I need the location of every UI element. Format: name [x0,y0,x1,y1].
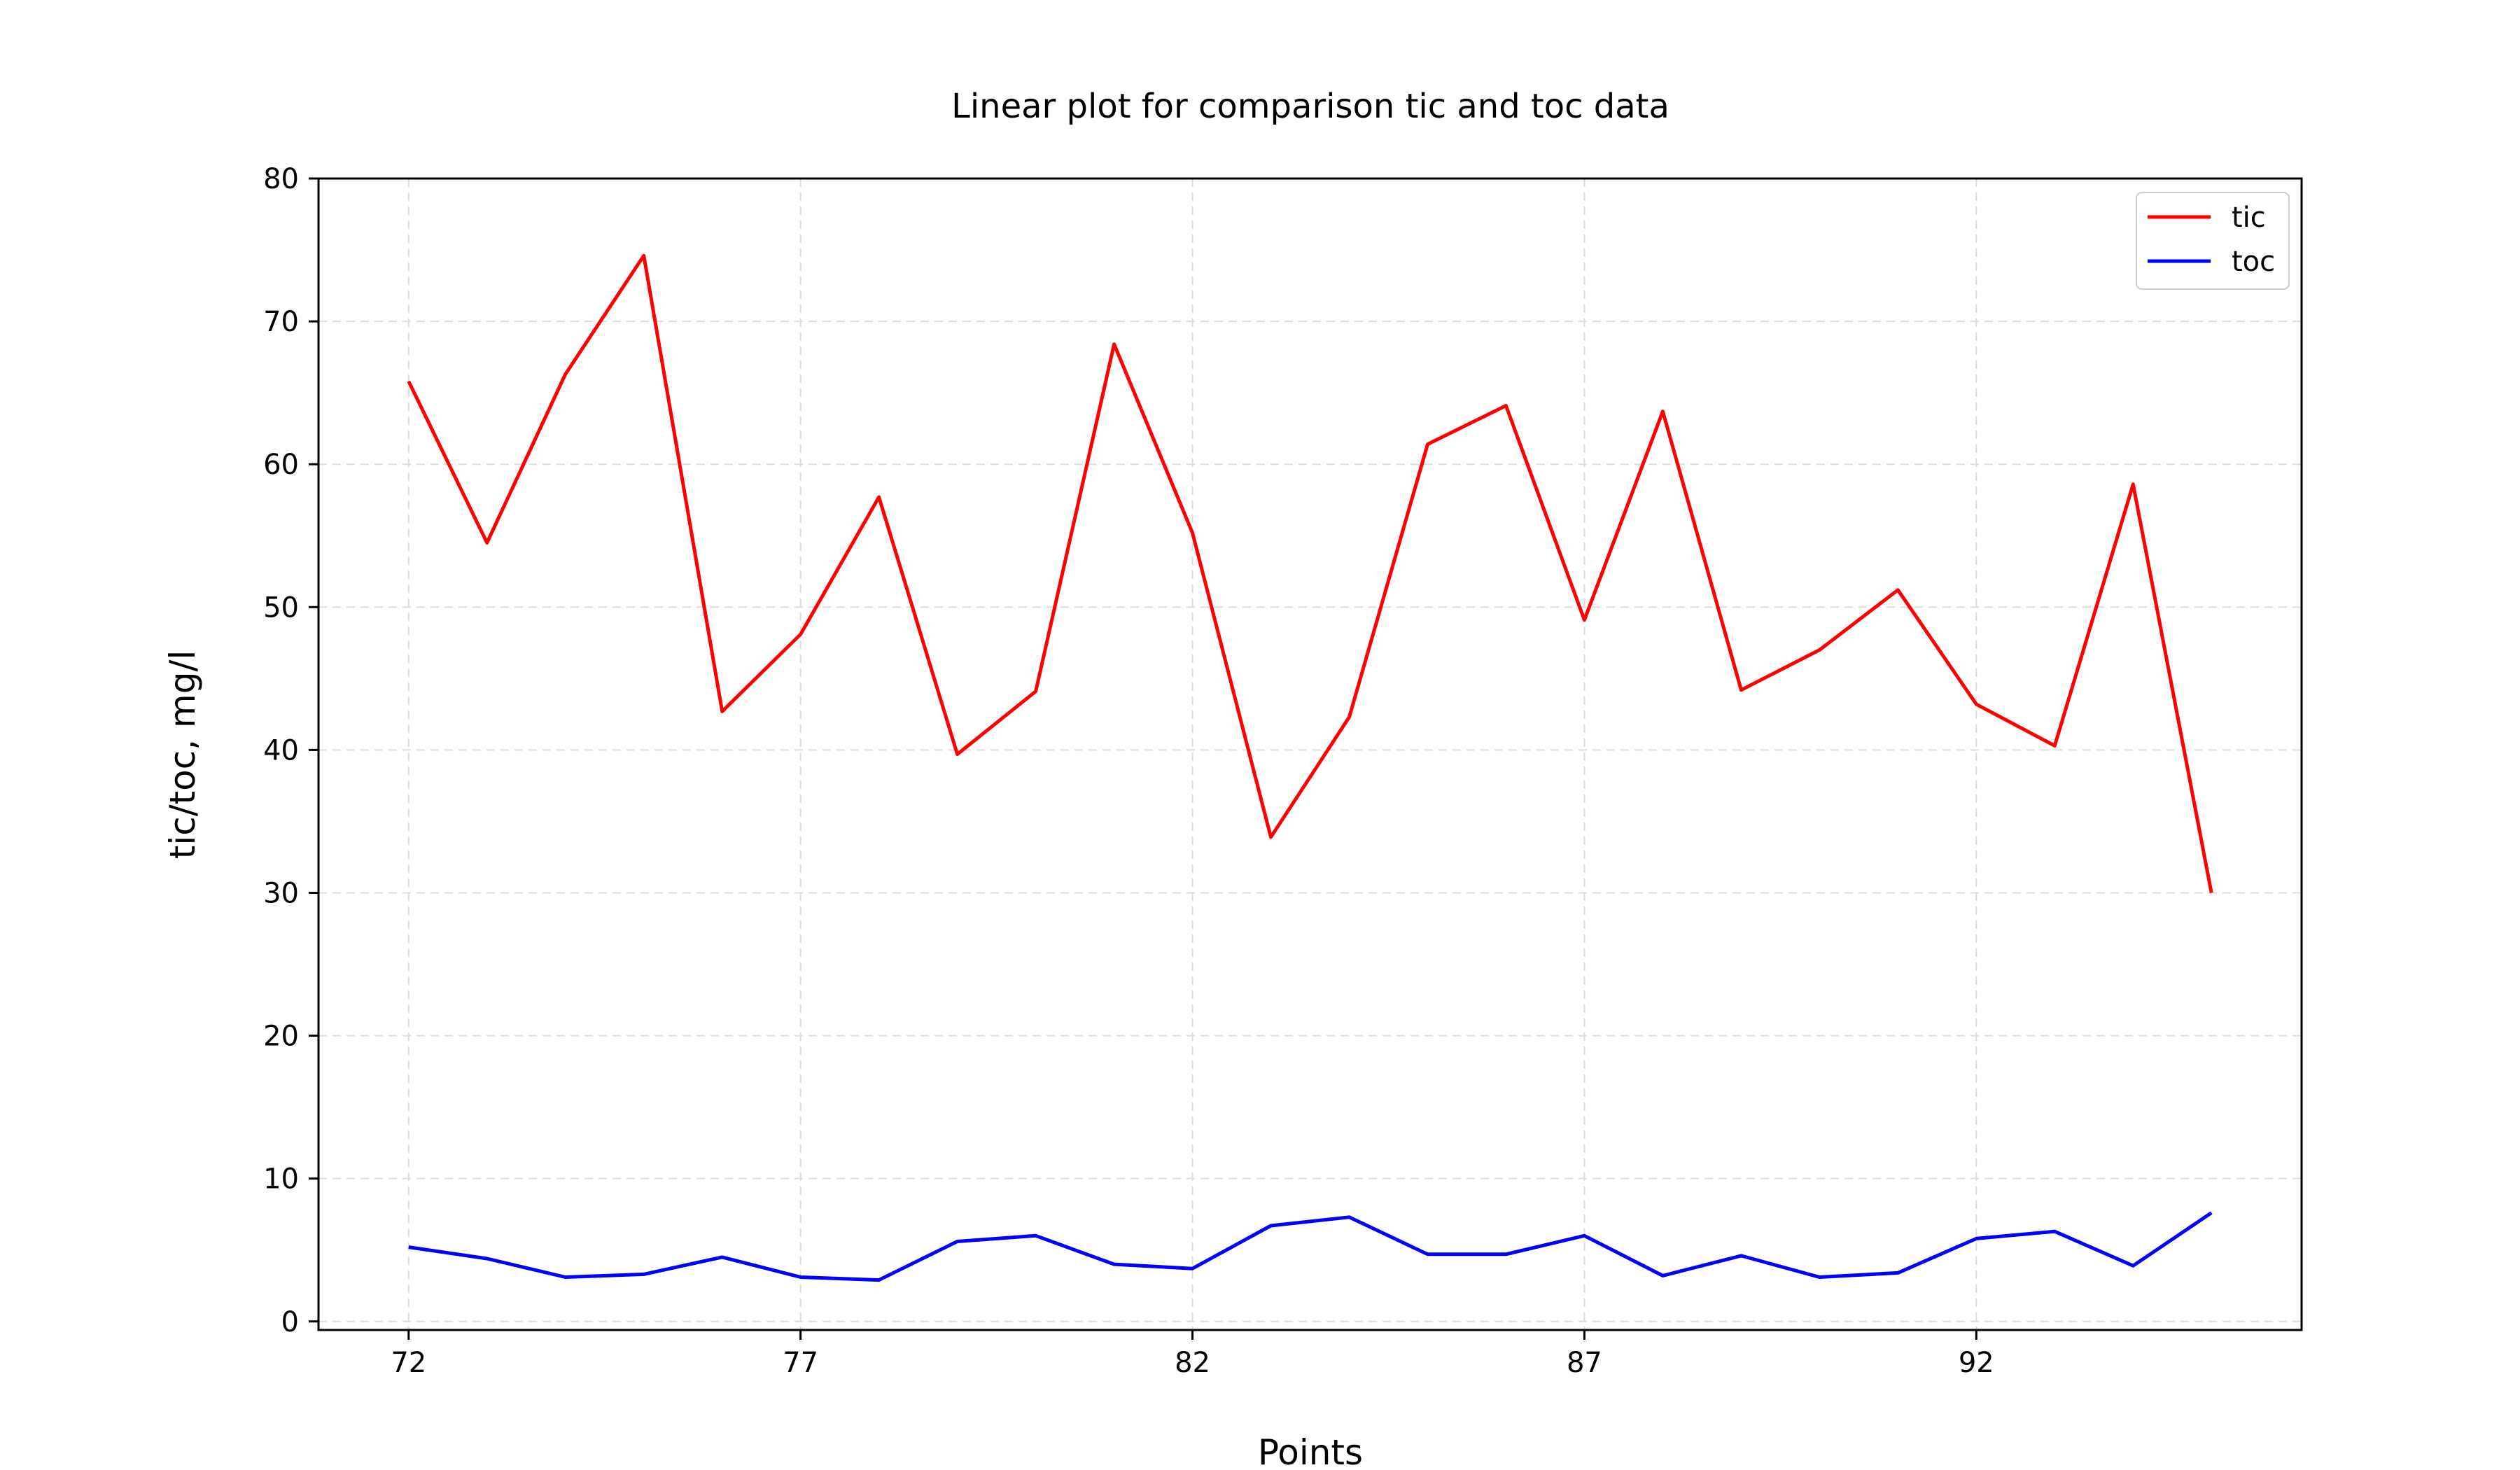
series-line-tic [407,253,2213,893]
x-tick-label: 82 [1175,1347,1210,1379]
y-tick-label: 50 [263,592,299,624]
y-tick-label: 0 [281,1306,299,1338]
plot-frame [317,177,2303,1331]
chart-title: Linear plot for comparison tic and toc d… [951,87,1670,126]
series-line-toc [408,1211,2213,1282]
x-tick-label: 77 [783,1347,818,1379]
x-tick-label: 87 [1567,1347,1602,1379]
y-axis-label: tic/toc, mg/l [162,650,203,860]
y-tick-label: 80 [263,163,299,195]
legend-label-tic: tic [2232,202,2266,234]
series-layer [407,253,2213,1282]
legend: tic toc [2136,192,2290,290]
x-tick-label: 72 [391,1347,426,1379]
x-tick-label: 92 [1959,1347,1994,1379]
x-axis-label: Points [1258,1432,1363,1470]
y-tick-label: 10 [263,1163,299,1196]
y-tick-label: 60 [263,449,299,481]
y-tick-label: 30 [263,877,299,909]
legend-label-toc: toc [2232,246,2275,278]
y-tick-label: 20 [263,1021,299,1053]
y-tick-label: 70 [263,306,299,338]
y-tick-label: 40 [263,734,299,766]
axis-ticks: 72 77 82 87 92 0 10 20 30 40 50 60 70 80 [263,163,1994,1379]
